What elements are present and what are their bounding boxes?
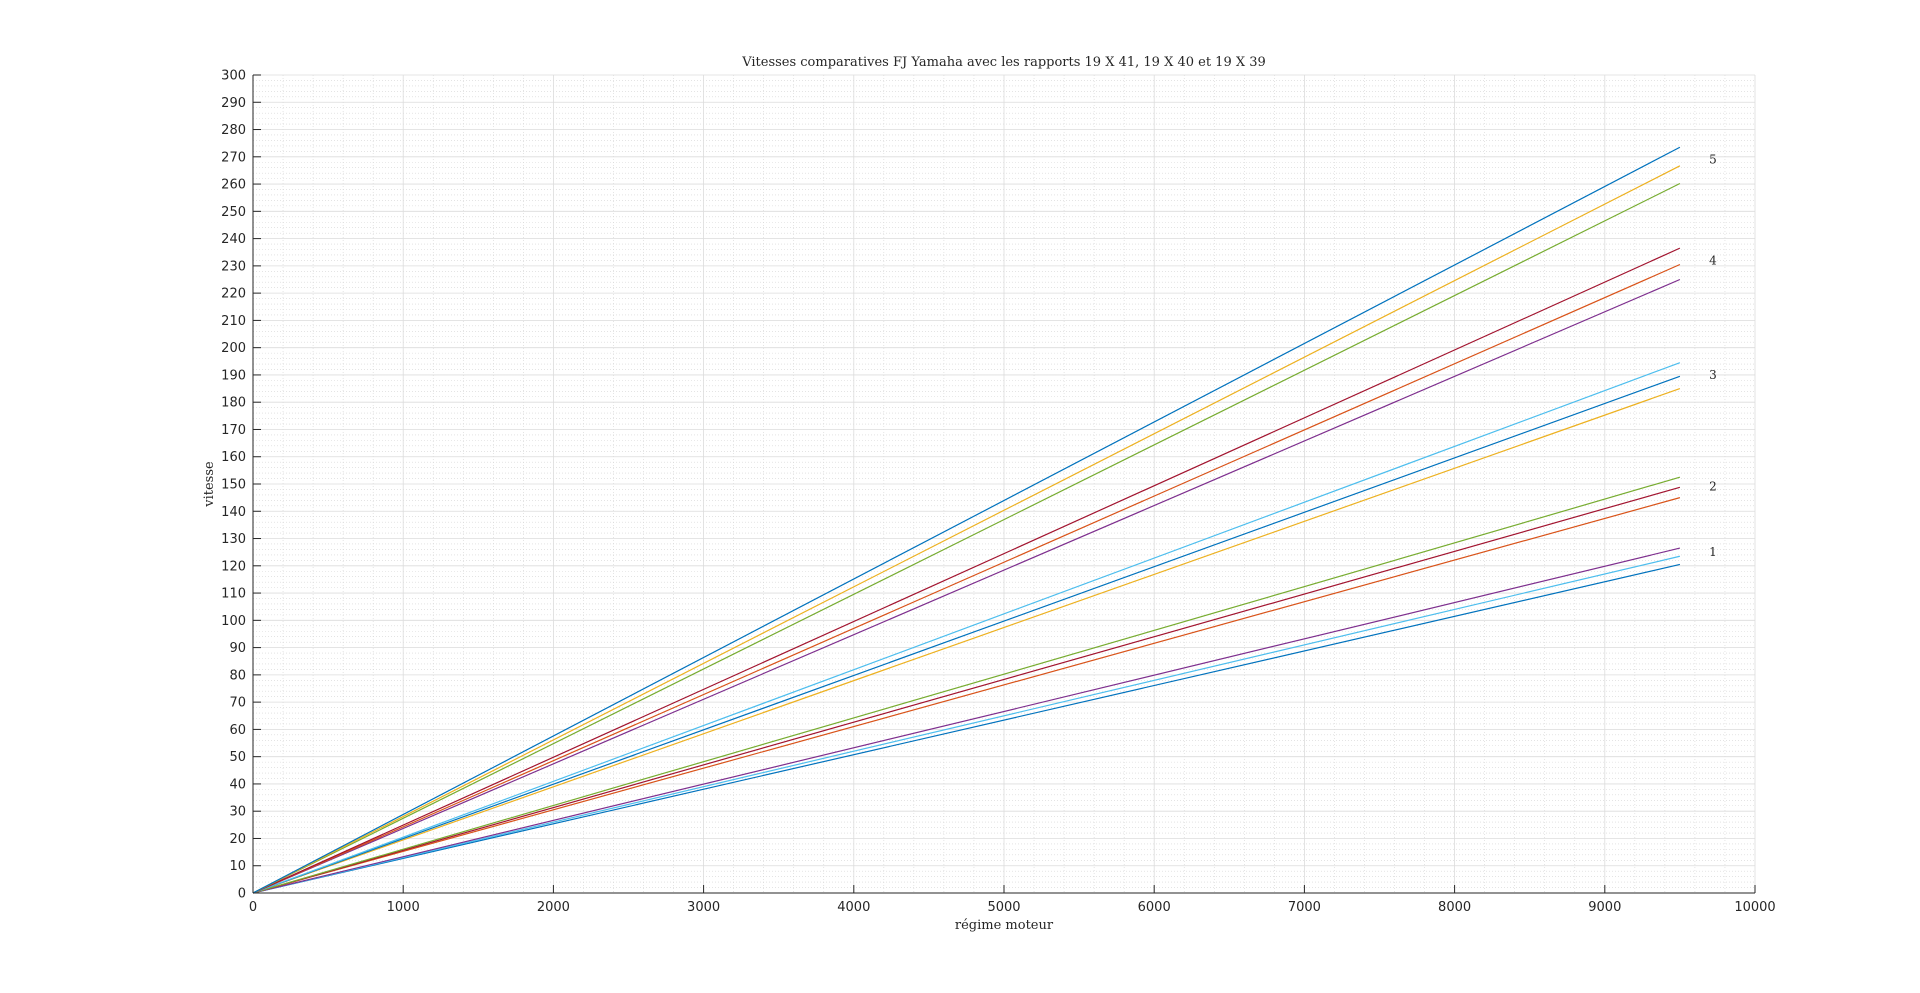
- x-tick-label: 8000: [1438, 900, 1471, 915]
- gear-label-3: 3: [1709, 368, 1717, 382]
- x-tick-label: 4000: [837, 900, 870, 915]
- series-line-9: [252, 362, 1681, 894]
- x-tick-label: 2000: [537, 900, 570, 915]
- y-tick-label: 270: [221, 150, 246, 165]
- y-tick-label: 210: [221, 314, 246, 329]
- x-tick-label: 9000: [1588, 900, 1621, 915]
- y-tick-label: 230: [221, 259, 246, 274]
- gear-label-1: 1: [1709, 545, 1717, 559]
- x-axis-label: régime moteur: [955, 918, 1054, 933]
- x-tick-label: 0: [249, 900, 257, 915]
- gear-label-5: 5: [1709, 153, 1717, 167]
- chart-title: Vitesses comparatives FJ Yamaha avec les…: [741, 55, 1266, 70]
- series-line-6: [252, 476, 1681, 894]
- series-line-15: [252, 146, 1681, 894]
- series-line-1: [252, 563, 1681, 894]
- y-tick-label: 150: [221, 478, 246, 493]
- series-line-3: [252, 547, 1681, 894]
- y-tick-label: 50: [229, 750, 246, 765]
- x-tick-label: 6000: [1138, 900, 1171, 915]
- y-tick-label: 20: [229, 832, 246, 847]
- y-tick-label: 40: [229, 777, 246, 792]
- axes-layer: [252, 74, 1756, 894]
- series-line-4: [252, 497, 1681, 894]
- y-tick-label: 180: [221, 396, 246, 411]
- y-tick-label: 160: [221, 450, 246, 465]
- x-tick-label: 3000: [687, 900, 720, 915]
- y-tick-label: 140: [221, 505, 246, 520]
- series-layer: [252, 146, 1681, 894]
- y-tick-label: 80: [229, 668, 246, 683]
- y-tick-label: 110: [221, 587, 246, 602]
- x-tick-label: 7000: [1288, 900, 1321, 915]
- y-tick-label: 170: [221, 423, 246, 438]
- y-tick-label: 130: [221, 532, 246, 547]
- y-tick-label: 280: [221, 123, 246, 138]
- y-tick-label: 300: [221, 69, 246, 84]
- x-tick-label: 5000: [987, 900, 1020, 915]
- series-line-11: [252, 263, 1681, 894]
- y-tick-label: 220: [221, 287, 246, 302]
- y-tick-label: 260: [221, 178, 246, 193]
- x-tick-labels: 0 1000 2000 3000 4000 5000 6000 7000 8000 9000 100…: [249, 900, 1776, 915]
- y-tick-label: 250: [221, 205, 246, 220]
- series-line-10: [252, 278, 1681, 894]
- series-line-2: [252, 555, 1681, 894]
- y-tick-label: 290: [221, 96, 246, 111]
- series-line-12: [252, 247, 1681, 894]
- series-line-14: [252, 165, 1681, 894]
- y-tick-labels: 0 10 20 30 40 50 60 70 80 90 100 110 120 130 140 150 160…: [221, 69, 246, 902]
- x-tick-label: 1000: [387, 900, 420, 915]
- y-tick-label: 120: [221, 559, 246, 574]
- gear-annotations: 1 2 3 4 5: [1709, 153, 1717, 560]
- series-line-13: [252, 182, 1681, 894]
- y-tick-label: 90: [229, 641, 246, 656]
- series-line-5: [252, 486, 1681, 894]
- y-tick-label: 70: [229, 696, 246, 711]
- series-line-8: [252, 375, 1681, 894]
- y-axis-label: vitesse: [202, 461, 217, 508]
- y-tick-label: 100: [221, 614, 246, 629]
- y-tick-label: 30: [229, 805, 246, 820]
- y-tick-label: 240: [221, 232, 246, 247]
- gear-label-4: 4: [1709, 253, 1717, 267]
- y-tick-label: 200: [221, 341, 246, 356]
- y-tick-label: 0: [238, 887, 246, 902]
- x-tick-label: 10000: [1734, 900, 1775, 915]
- y-tick-label: 190: [221, 368, 246, 383]
- y-tick-label: 10: [229, 859, 246, 874]
- y-tick-label: 60: [229, 723, 246, 738]
- series-line-7: [252, 388, 1681, 894]
- gear-label-2: 2: [1709, 480, 1717, 494]
